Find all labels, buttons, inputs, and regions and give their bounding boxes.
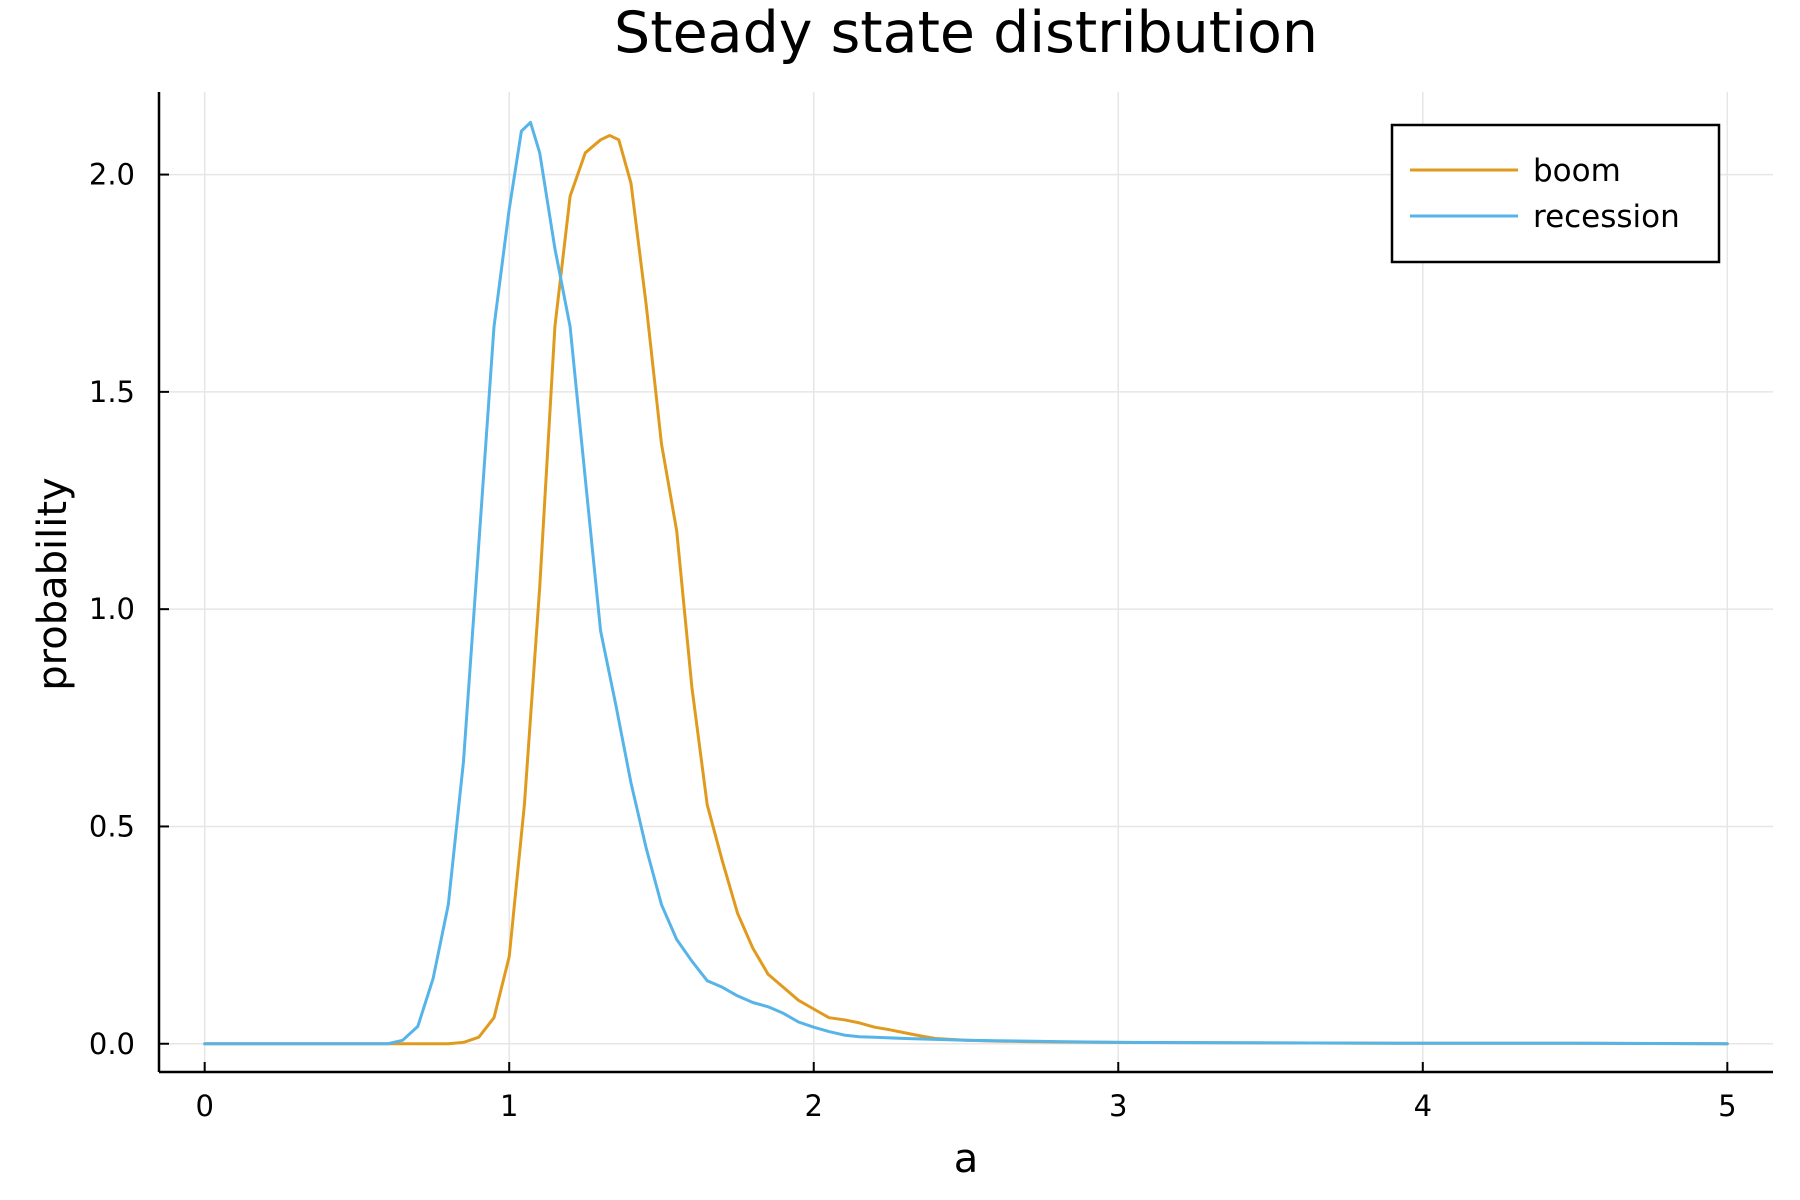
- tick-layer: 0 1 2 3 4 5 0.0 0.5 1.0 1.5 2.0: [89, 158, 1737, 1123]
- legend-label-recession: recession: [1533, 199, 1680, 235]
- y-axis-label: probability: [30, 477, 76, 690]
- legend: boom recession: [1390, 123, 1721, 264]
- y-tick-label: 2.0: [89, 158, 135, 192]
- series-line-boom: [203, 134, 1729, 1046]
- series-line-recession: [203, 120, 1729, 1046]
- x-tick-label: 4: [1414, 1089, 1432, 1123]
- y-tick-label: 0.0: [89, 1027, 135, 1061]
- x-tick-label: 1: [500, 1089, 518, 1123]
- x-tick-label: 5: [1718, 1089, 1736, 1123]
- series-layer: [203, 120, 1729, 1046]
- x-axis-label: a: [954, 1136, 979, 1182]
- y-tick-label: 0.5: [89, 809, 135, 843]
- y-tick-label: 1.0: [89, 592, 135, 626]
- x-tick-label: 2: [805, 1089, 823, 1123]
- y-tick-label: 1.5: [89, 375, 135, 409]
- axes-layer: [157, 92, 1773, 1074]
- legend-label-boom: boom: [1533, 153, 1621, 189]
- x-tick-label: 3: [1109, 1089, 1127, 1123]
- chart-title: Steady state distribution: [614, 0, 1318, 66]
- x-tick-label: 0: [195, 1089, 213, 1123]
- legend-box: [1390, 123, 1721, 264]
